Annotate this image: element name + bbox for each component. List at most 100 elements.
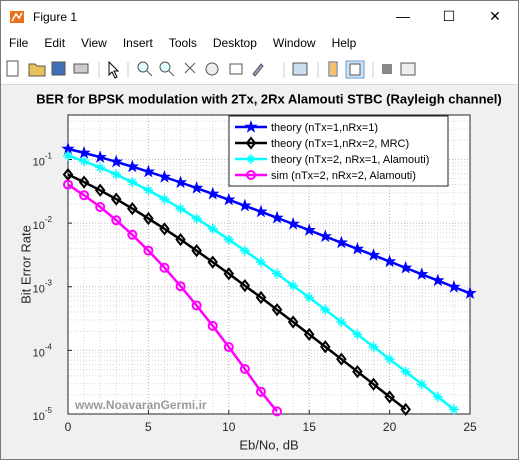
data-point [110, 192, 122, 206]
data-point [173, 175, 188, 189]
data-point [190, 181, 204, 194]
menu-bar: File Edit View Insert Tools Desktop Window Help [1, 32, 518, 54]
data-point [63, 179, 73, 190]
data-point [320, 304, 331, 315]
legend-marker [244, 120, 258, 133]
menu-item[interactable]: Desktop [212, 36, 257, 50]
menu-item[interactable]: Window [272, 36, 316, 50]
menu-item[interactable]: Tools [168, 36, 197, 50]
data-point [143, 185, 154, 196]
legend-label: theory (nTx=2, nRx=1, Alamouti) [271, 154, 429, 166]
data-point [318, 229, 332, 243]
data-point [432, 391, 443, 402]
data-point [157, 170, 172, 183]
y-tick-exponent: -2 [45, 215, 53, 224]
data-point [255, 386, 266, 397]
legend-marker [246, 170, 256, 180]
data-point [207, 223, 218, 234]
data-point [159, 262, 170, 273]
data-point [223, 234, 234, 245]
data-point [79, 190, 90, 201]
data-point [272, 268, 283, 279]
data-point [352, 365, 363, 379]
tool-icons[interactable] [6, 60, 416, 79]
data-point [384, 390, 395, 404]
data-point [431, 273, 445, 287]
data-point [175, 232, 186, 247]
menu-item[interactable]: Help [331, 36, 357, 50]
y-tick-base: 10 [33, 284, 45, 296]
y-tick-base: 10 [33, 156, 45, 168]
data-point [141, 164, 156, 178]
y-tick-exponent: -3 [45, 279, 53, 288]
data-point [271, 303, 283, 317]
y-tick-exponent: -1 [45, 152, 53, 161]
x-tick-label: 15 [303, 420, 317, 434]
y-tick-label: 10-2 [33, 215, 53, 232]
data-point [125, 159, 139, 173]
data-point [463, 286, 477, 299]
legend-label: theory (nTx=1,nRx=1) [271, 122, 378, 134]
data-point [61, 141, 75, 155]
data-point [143, 211, 154, 226]
data-point [336, 317, 347, 328]
y-tick-exponent: -5 [45, 406, 53, 415]
data-point [448, 404, 459, 415]
legend-marker [245, 136, 257, 150]
data-point [368, 341, 379, 352]
data-point [223, 267, 235, 281]
y-tick-base: 10 [33, 220, 45, 232]
data-point [239, 279, 251, 293]
data-point [319, 340, 331, 354]
data-point [270, 210, 284, 224]
menu-item[interactable]: View [81, 36, 107, 50]
data-point [95, 202, 106, 213]
series-line [67, 173, 407, 411]
data-point [303, 327, 315, 342]
watermark: www.NoavaranGermi.ir [74, 398, 207, 412]
data-point [94, 183, 106, 197]
data-point [206, 186, 220, 200]
minimize-button[interactable]: — [396, 8, 410, 24]
x-tick-label: 5 [145, 420, 152, 434]
data-point [79, 156, 90, 167]
data-point [143, 245, 154, 256]
data-point [191, 244, 202, 258]
menu-item[interactable]: Insert [122, 36, 153, 50]
menu-item[interactable]: File [9, 36, 29, 50]
x-tick-label: 20 [383, 420, 397, 434]
data-point [400, 366, 411, 377]
y-tick-label: 10-5 [33, 406, 53, 423]
app-icon [10, 10, 24, 23]
data-point [127, 177, 138, 188]
close-button[interactable]: ✕ [489, 8, 501, 24]
data-point [288, 280, 299, 291]
data-point [350, 241, 365, 255]
data-point [334, 235, 348, 249]
y-tick-label: 10-4 [33, 342, 53, 359]
y-axis-label: Bit Error Rate [18, 225, 33, 304]
y-tick-label: 10-3 [33, 279, 53, 296]
x-axis-label: Eb/No, dB [239, 437, 298, 452]
data-point [127, 229, 138, 240]
data-point [239, 363, 250, 374]
data-point [175, 203, 186, 214]
data-point [368, 377, 379, 391]
axes-box [67, 114, 471, 415]
toolbar [1, 54, 518, 85]
data-point [286, 217, 300, 230]
data-point [207, 255, 219, 269]
data-point [77, 145, 91, 159]
maximize-button[interactable]: ☐ [442, 8, 456, 24]
menu-item[interactable]: Edit [44, 36, 66, 50]
data-point [222, 192, 236, 206]
data-point [415, 267, 429, 280]
data-point [382, 254, 397, 268]
y-tick-label: 10-1 [33, 152, 53, 169]
title-bar: Figure 1 — ☐ ✕ [1, 1, 518, 32]
data-point [159, 222, 170, 236]
data-point [352, 329, 363, 340]
data-point [111, 215, 122, 226]
data-point [255, 290, 267, 305]
